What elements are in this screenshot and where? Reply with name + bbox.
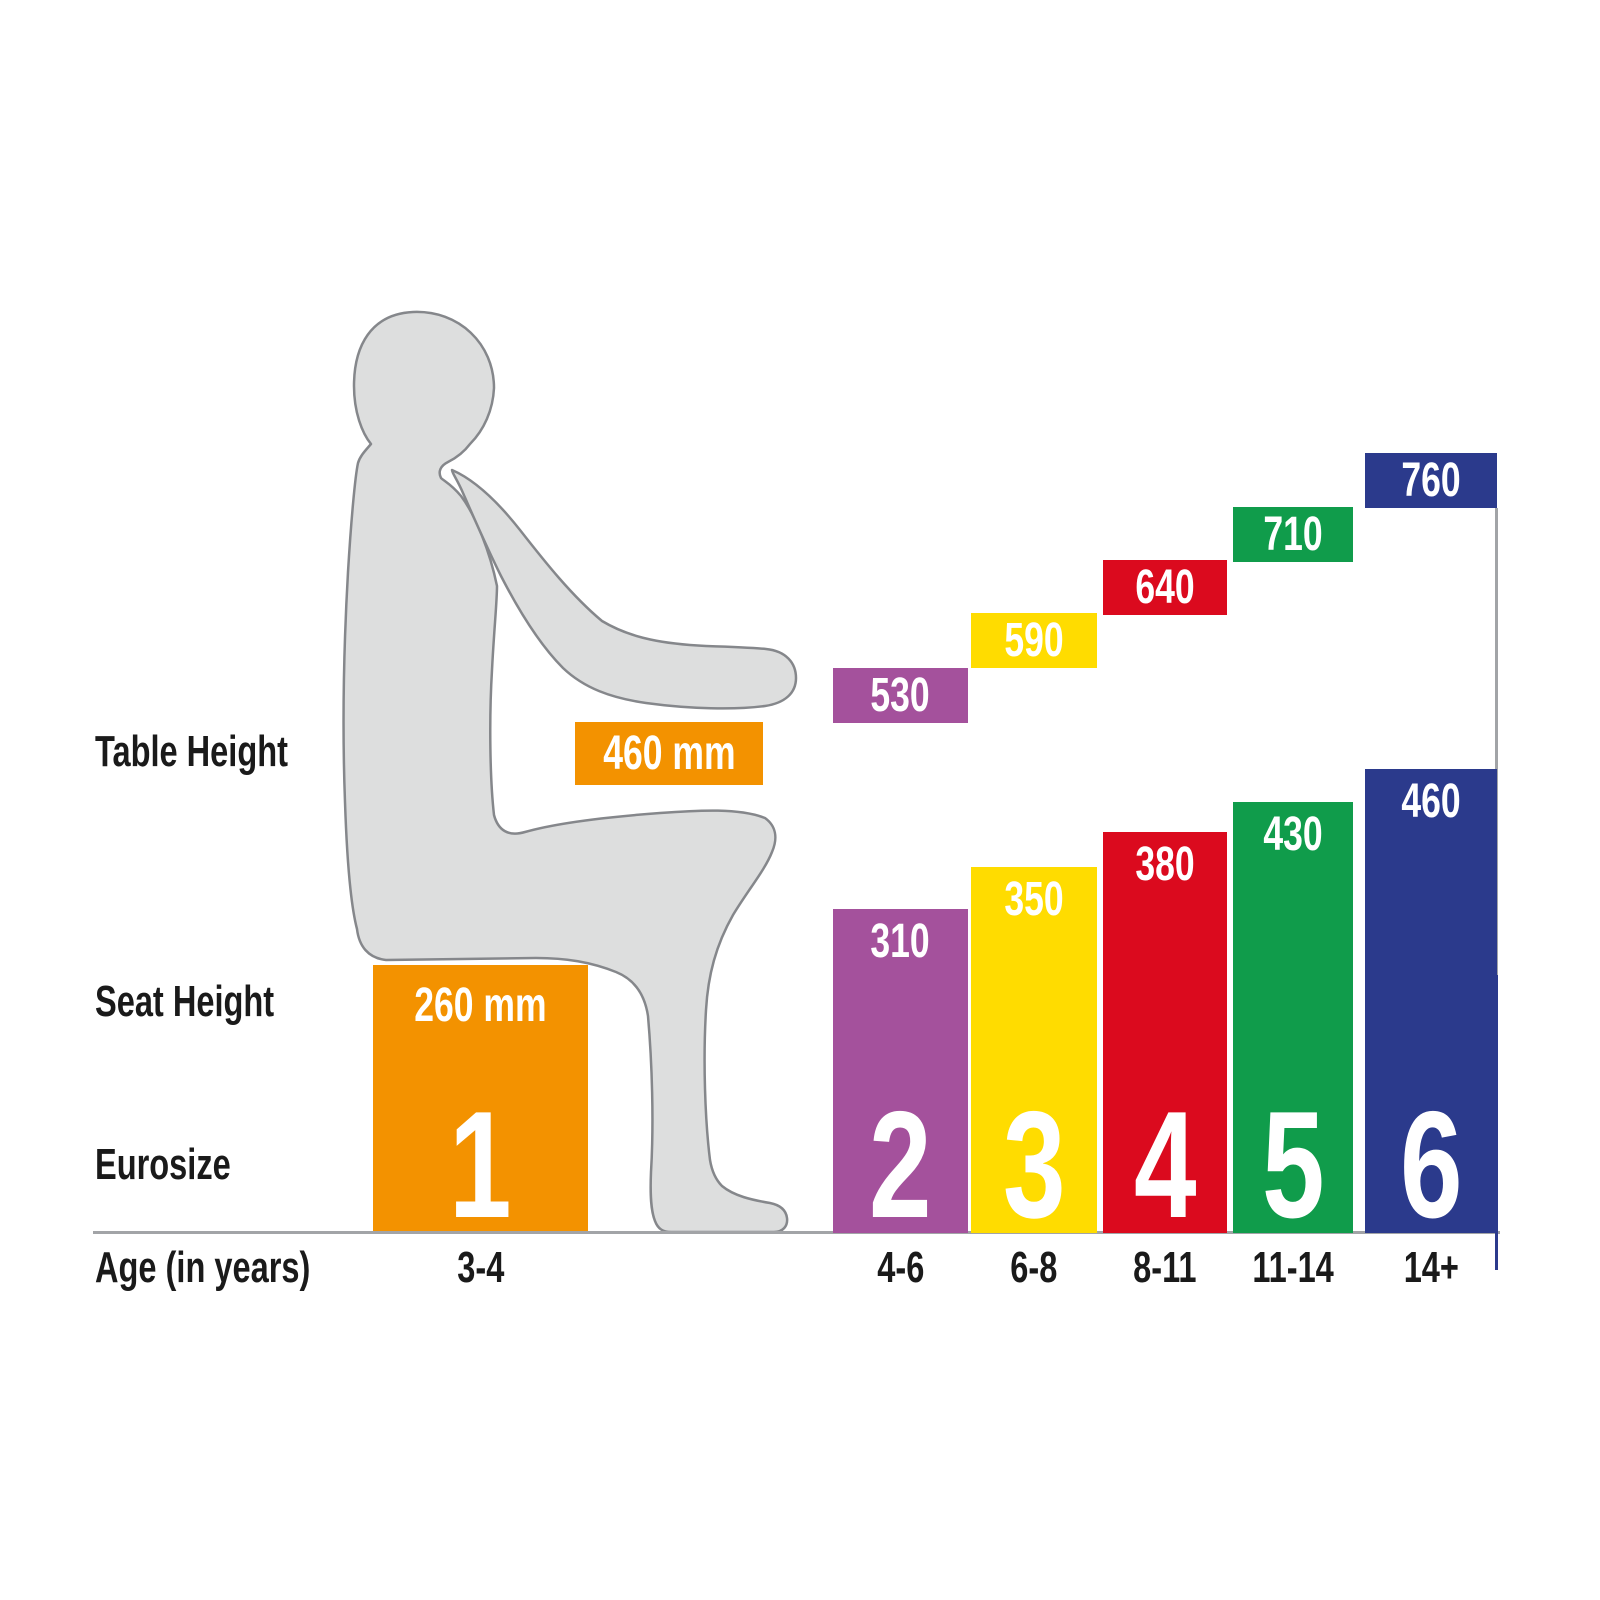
seat-height-text-size-6: 460: [1401, 775, 1461, 828]
seat-height-text-size-5: 430: [1263, 808, 1323, 861]
table-height-value-size-3: 590: [1004, 614, 1064, 667]
eurosize-number-3: 3: [971, 1080, 1097, 1250]
table-height-value-size-4: 640: [1135, 561, 1195, 614]
age-text-size-4: 8-11: [1133, 1243, 1197, 1292]
age-value-size-2: 4-6: [813, 1245, 988, 1291]
eurosize-label: Eurosize: [95, 1140, 231, 1189]
age-text-size-2: 4-6: [876, 1243, 925, 1292]
right-edge-line-gray: [1495, 508, 1498, 975]
age-value-size-4: 8-11: [1083, 1245, 1247, 1291]
age-value-size-5: 11-14: [1213, 1245, 1373, 1291]
table-height-value-size-5: 710: [1263, 508, 1323, 561]
silhouette-arm: [450, 468, 798, 710]
seat-segment-size-5: 430 5: [1233, 802, 1353, 1250]
table-cap-size-2: 530: [833, 668, 968, 723]
age-text-size-6: 14+: [1403, 1243, 1459, 1292]
age-value-size-6: 14+: [1345, 1245, 1517, 1291]
reference-seat-height-value: 260 mm: [414, 979, 547, 1032]
eurosize-digit-3: 3: [1002, 1080, 1066, 1250]
seat-height-value-size-6: 460: [1365, 774, 1497, 829]
seat-height-value-size-4: 380: [1103, 837, 1227, 892]
eurosize-number-5: 5: [1233, 1080, 1353, 1250]
seat-segment-size-2: 310 2: [833, 909, 968, 1250]
seat-height-value-size-3: 350: [971, 872, 1097, 927]
seat-height-label: Seat Height: [95, 977, 275, 1026]
eurosize-digit-5: 5: [1261, 1080, 1325, 1250]
eurosize-digit-4: 4: [1133, 1080, 1197, 1250]
seat-height-text-size-3: 350: [1004, 873, 1064, 926]
eurosize-number-6: 6: [1365, 1080, 1497, 1250]
eurosize-digit-2: 2: [869, 1080, 932, 1250]
age-value-size-1: 3-4: [456, 1243, 505, 1292]
age-text-size-5: 11-14: [1252, 1243, 1334, 1292]
table-cap-size-6: 760: [1365, 453, 1497, 508]
table-cap-size-5: 710: [1233, 507, 1353, 562]
seat-segment-size-6: 460 6: [1365, 769, 1497, 1250]
age-text-size-3: 6-8: [1010, 1243, 1058, 1292]
seat-height-text-size-2: 310: [870, 915, 931, 968]
table-height-value-size-2: 530: [870, 669, 931, 722]
reference-table-height-box: 460 mm: [575, 722, 763, 785]
table-height-label: Table Height: [95, 727, 288, 776]
age-label: Age (in years): [95, 1243, 311, 1292]
eurosize-digit-6: 6: [1399, 1080, 1463, 1250]
seat-segment-size-4: 380 4: [1103, 832, 1227, 1250]
baseline: [93, 1231, 1500, 1234]
seat-height-text-size-4: 380: [1135, 838, 1195, 891]
seat-height-value-size-5: 430: [1233, 807, 1353, 862]
age-value-size-3: 6-8: [951, 1245, 1117, 1291]
table-cap-size-3: 590: [971, 613, 1097, 668]
table-cap-size-4: 640: [1103, 560, 1227, 615]
seat-segment-size-3: 350 3: [971, 867, 1097, 1250]
reference-eurosize-number: 1: [449, 1080, 512, 1250]
reference-seat-block: 260 mm 1: [373, 965, 588, 1250]
table-height-value-size-6: 760: [1401, 454, 1461, 507]
eurosize-number-2: 2: [833, 1080, 968, 1250]
eurosize-number-4: 4: [1103, 1080, 1227, 1250]
seat-height-value-size-2: 310: [833, 914, 968, 969]
